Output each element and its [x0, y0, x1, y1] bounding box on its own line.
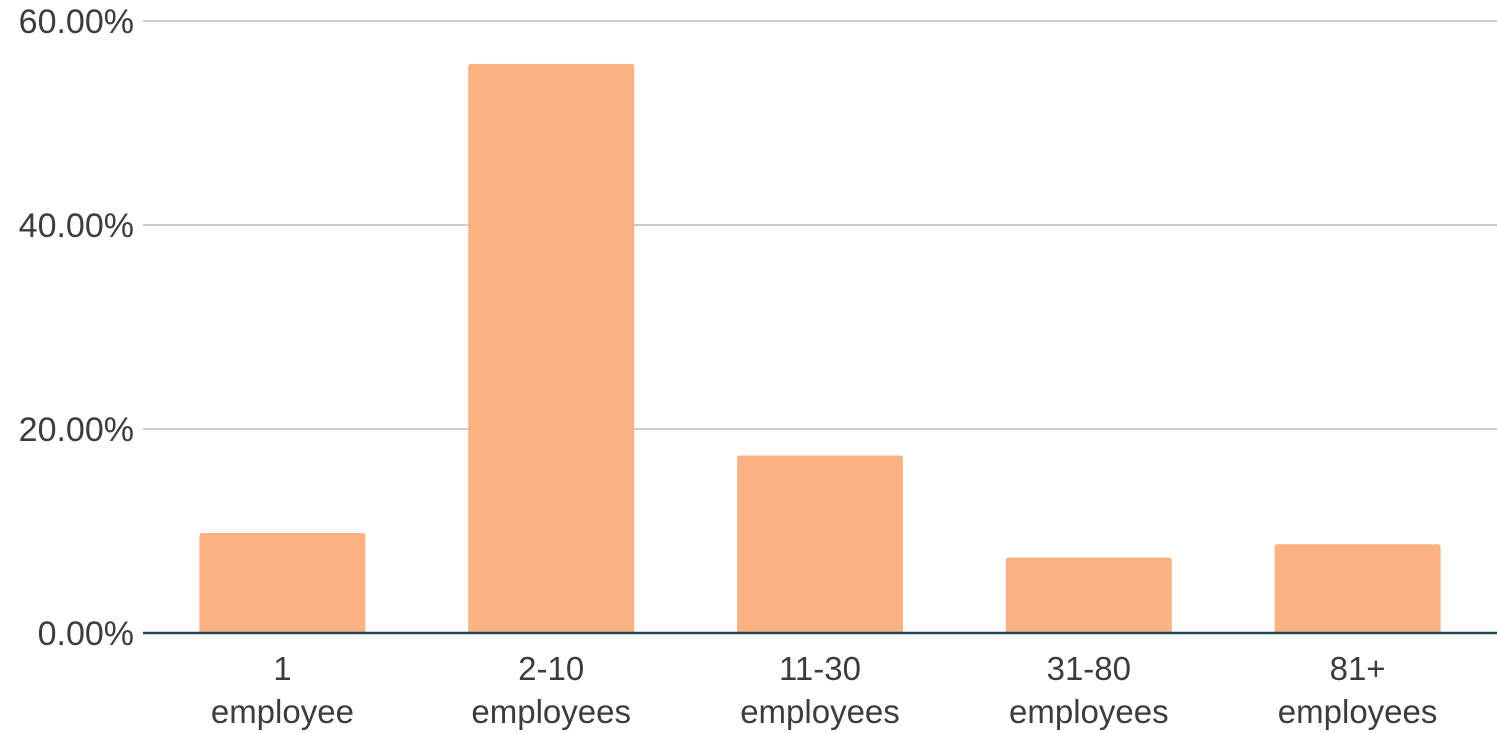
x-category-label: 31-80 [1047, 650, 1131, 687]
bar [737, 455, 903, 633]
bar [1005, 557, 1172, 633]
y-tick-label: 60.00% [19, 3, 134, 41]
bar [199, 533, 366, 633]
bars [199, 63, 1441, 633]
y-tick-label: 20.00% [19, 411, 134, 449]
x-category-label: employees [1009, 693, 1169, 730]
y-axis-tick-labels: 0.00% 20.00% 40.00% 60.00% [19, 3, 134, 653]
x-category-label: 2-10 [518, 650, 584, 687]
gridlines [143, 20, 1497, 430]
y-tick-label: 0.00% [38, 615, 134, 653]
x-category-label: 11-30 [779, 650, 861, 687]
bar [1274, 544, 1441, 633]
x-category-label: 1 [273, 650, 291, 687]
x-category-label: 81+ [1330, 650, 1386, 687]
y-tick-label: 40.00% [19, 207, 134, 245]
bar [468, 63, 635, 633]
x-axis-category-labels: 1 employee 2-10 employees 11-30 employees 31-8… [211, 650, 1438, 730]
x-category-label: employee [211, 693, 354, 730]
x-category-label: employees [1278, 693, 1438, 730]
x-category-label: employees [471, 693, 631, 730]
x-category-label: employees [740, 693, 900, 730]
